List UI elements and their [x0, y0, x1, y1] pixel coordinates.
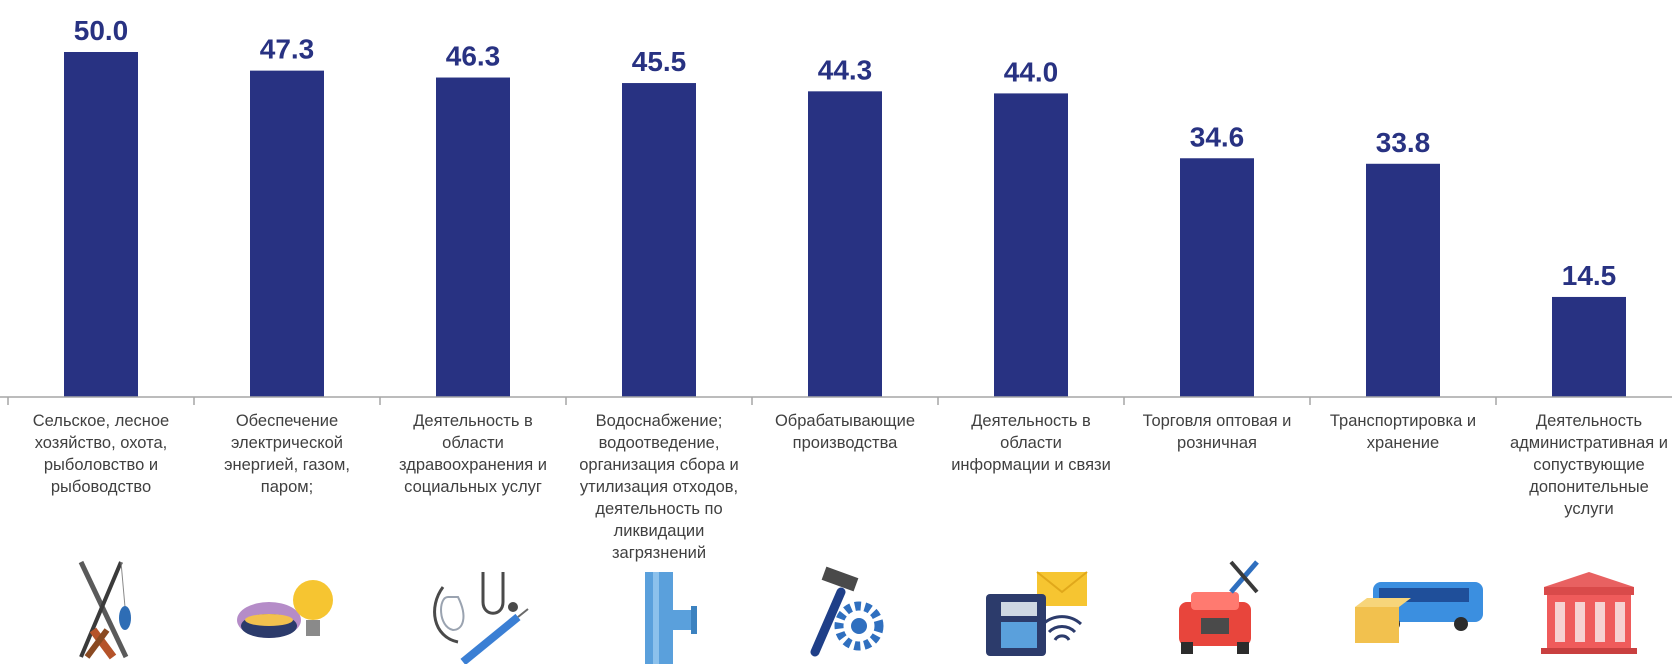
bar	[436, 77, 510, 397]
data-label: 14.5	[1562, 260, 1617, 291]
category-icons-group	[78, 560, 1637, 664]
category-labels-group: Сельское, лесное хозяйство, охота, рыболов…	[33, 412, 1668, 562]
x-axis-ticks	[7, 397, 1497, 405]
data-label: 34.6	[1190, 121, 1245, 152]
bar	[1552, 296, 1626, 397]
bar	[994, 93, 1068, 398]
category-label: Деятельность административная и сопуствующ…	[1510, 412, 1668, 518]
bus-box-icon	[1355, 582, 1483, 643]
hammer-gear-icon	[810, 566, 884, 657]
data-label: 46.3	[446, 41, 501, 72]
data-label: 33.8	[1376, 127, 1431, 158]
category-label: Деятельность в области здравоохранения и со…	[399, 412, 547, 496]
category-label: Торговля оптовая и розничная	[1143, 412, 1292, 452]
data-label: 44.0	[1004, 56, 1059, 87]
category-label: Обеспечение электрической энергией, газом,…	[224, 412, 350, 496]
bar	[1180, 158, 1254, 397]
category-label: Транспортировка и хранение	[1330, 412, 1476, 452]
data-label: 50.0	[74, 15, 129, 46]
water-pipe-icon	[645, 572, 697, 664]
category-label: Сельское, лесное хозяйство, охота, рыболов…	[33, 412, 169, 496]
value-labels-group: 50.0 47.3 46.3 45.5 44.3 44.0 34.6 33.8 14.5	[74, 15, 1617, 291]
stethoscope-syringe-icon	[433, 572, 529, 664]
fishing-rods-icon	[78, 560, 131, 660]
bar	[64, 52, 138, 397]
gas-burner-lightbulb-icon	[237, 580, 333, 638]
data-label: 44.3	[818, 54, 873, 85]
car-tools-icon	[1179, 560, 1259, 654]
bars-group	[64, 52, 1626, 398]
bar	[622, 83, 696, 398]
phone-wifi-mail-icon	[986, 571, 1088, 656]
bar	[808, 91, 882, 397]
data-label: 45.5	[632, 46, 687, 77]
data-label: 47.3	[260, 34, 315, 65]
category-label: Обрабатывающие производства	[775, 412, 915, 452]
government-building-icon	[1541, 572, 1637, 654]
bar	[250, 70, 324, 397]
category-label: Водоснабжение; водоотведение, организация …	[579, 412, 738, 562]
category-label: Деятельность в области информации и связи	[951, 412, 1111, 474]
bar	[1366, 163, 1440, 397]
